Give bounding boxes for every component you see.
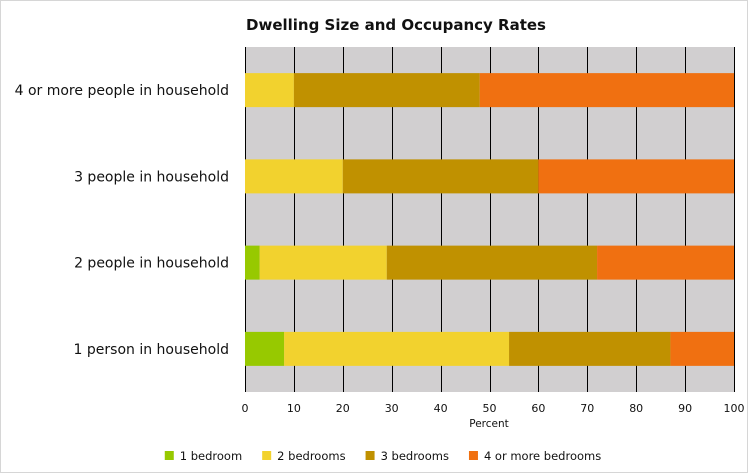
legend: 1 bedroom 2 bedrooms 3 bedrooms 4 or more b… <box>164 449 601 463</box>
legend-label: 3 bedrooms <box>381 449 449 463</box>
x-tick-label: 90 <box>678 402 692 415</box>
x-tick-label: 40 <box>434 402 448 415</box>
bar-segment <box>245 331 285 366</box>
x-tick-label: 20 <box>336 402 350 415</box>
x-tick-label: 50 <box>483 402 497 415</box>
x-tick-label: 100 <box>724 402 745 415</box>
x-tick-label: 80 <box>629 402 643 415</box>
legend-item: 2 bedrooms <box>262 449 346 463</box>
legend-item: 1 bedroom <box>164 449 242 463</box>
legend-label: 1 bedroom <box>180 449 242 463</box>
bar-segment <box>479 73 734 108</box>
bar-segment <box>293 73 480 108</box>
legend-swatch <box>468 451 478 460</box>
category-label: 1 person in household <box>74 342 229 358</box>
category-label: 4 or more people in household <box>15 83 229 99</box>
bar-segment <box>284 331 510 366</box>
bar-segment <box>597 245 734 280</box>
x-tick-labels: 0 10 20 30 40 50 60 70 80 90 100 <box>242 402 745 415</box>
bar-segment <box>245 245 260 280</box>
x-tick-label: 30 <box>385 402 399 415</box>
legend-item: 3 bedrooms <box>365 449 449 463</box>
bar-segment <box>342 159 539 194</box>
x-tick-label: 0 <box>242 402 249 415</box>
legend-swatch <box>365 451 375 460</box>
legend-item: 4 or more bedrooms <box>468 449 601 463</box>
category-labels: 4 or more people in household 3 people in… <box>15 83 229 358</box>
legend-swatch <box>262 451 272 460</box>
bar-segment <box>259 245 387 280</box>
bar-segment <box>670 331 734 366</box>
x-tick-label: 70 <box>580 402 594 415</box>
x-tick-label: 60 <box>531 402 545 415</box>
bar-segment <box>538 159 734 194</box>
bar-segment <box>509 331 671 366</box>
bar-segment <box>386 245 598 280</box>
legend-label: 2 bedrooms <box>277 449 345 463</box>
bar-segment <box>245 159 343 194</box>
legend-label: 4 or more bedrooms <box>484 449 601 463</box>
category-label: 2 people in household <box>74 256 229 272</box>
category-label: 3 people in household <box>74 169 229 185</box>
chart-title: Dwelling Size and Occupancy Rates <box>246 16 546 34</box>
x-tick-label: 10 <box>287 402 301 415</box>
bars <box>245 73 734 366</box>
bar-segment <box>245 73 294 108</box>
x-axis-title: Percent <box>469 418 509 430</box>
legend-swatch <box>164 451 174 460</box>
